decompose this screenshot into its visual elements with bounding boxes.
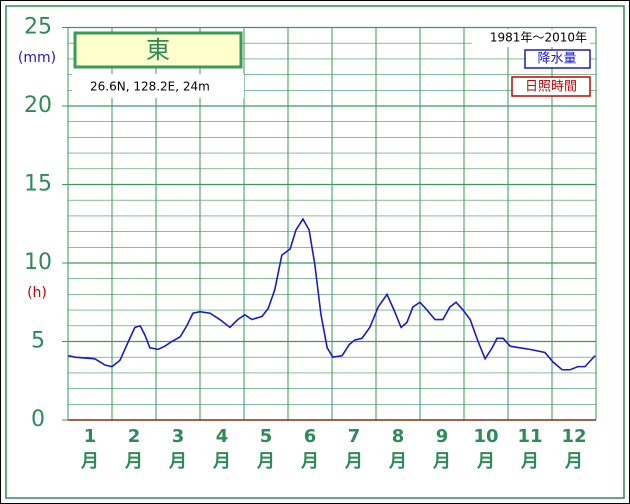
location-bg <box>72 74 244 98</box>
legend-box <box>524 49 591 69</box>
x-tick-suffix: 月 <box>564 451 583 472</box>
y-tick-label: 5 <box>31 329 45 354</box>
period: 1981年～2010年 <box>490 31 587 45</box>
legend-label: 降水量 <box>537 52 576 67</box>
x-tick-suffix: 月 <box>388 451 407 472</box>
inner-frame <box>5 5 625 499</box>
data-line <box>67 217 596 371</box>
y-tick-label: 25 <box>24 15 52 40</box>
x-tick-suffix: 月 <box>520 451 539 472</box>
y-tick-label: 20 <box>24 93 52 118</box>
x-tick-suffix: 月 <box>124 451 143 472</box>
y-axis-label: (mm) <box>18 50 56 66</box>
x-tick-label: 5 <box>260 426 273 447</box>
period-bg <box>472 29 590 47</box>
legend-box <box>511 76 591 97</box>
x-tick-suffix: 月 <box>80 451 99 472</box>
x-tick-suffix: 月 <box>168 451 187 472</box>
x-tick-label: 1 <box>84 426 97 447</box>
x-tick-label: 8 <box>392 426 405 447</box>
x-tick-label: 10 <box>473 426 498 447</box>
x-tick-suffix: 月 <box>300 451 319 472</box>
x-tick-suffix: 月 <box>256 451 275 472</box>
x-tick-label: 6 <box>304 426 317 447</box>
y2-axis-label: (h) <box>27 285 47 301</box>
y-tick-label: 0 <box>31 407 45 432</box>
station-box <box>73 31 243 69</box>
location: 26.6N, 128.2E, 24m <box>90 80 210 94</box>
x-tick-label: 4 <box>216 426 229 447</box>
x-tick-label: 7 <box>348 426 361 447</box>
station-name: 東 <box>146 36 170 64</box>
legend-label: 日照時間 <box>525 80 577 95</box>
x-tick-label: 11 <box>517 426 542 447</box>
x-tick-suffix: 月 <box>212 451 231 472</box>
x-tick-suffix: 月 <box>432 451 451 472</box>
x-tick-label: 2 <box>128 426 141 447</box>
y-tick-label: 15 <box>24 172 52 197</box>
y-tick-label: 10 <box>24 250 52 275</box>
x-tick-label: 9 <box>436 426 449 447</box>
x-tick-label: 12 <box>561 426 586 447</box>
x-tick-suffix: 月 <box>344 451 363 472</box>
x-tick-suffix: 月 <box>476 451 495 472</box>
x-tick-label: 3 <box>172 426 185 447</box>
